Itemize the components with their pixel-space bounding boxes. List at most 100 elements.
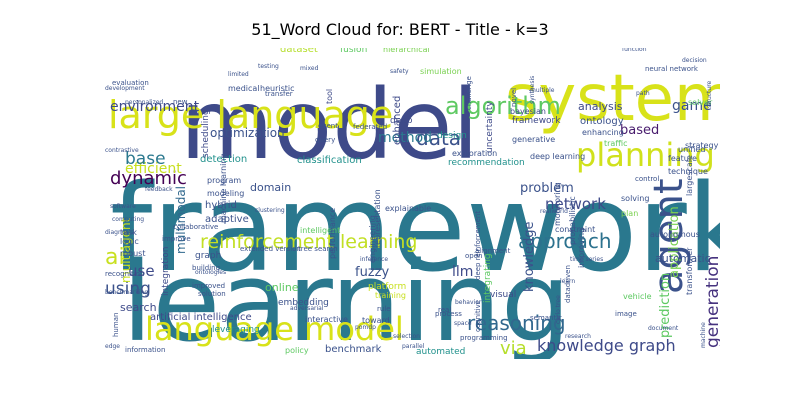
cloud-word: engineering <box>368 215 377 263</box>
cloud-word: language model <box>145 310 404 348</box>
cloud-word: improve <box>162 235 191 243</box>
cloud-word: integration <box>161 247 171 296</box>
cloud-word: representation <box>373 189 382 248</box>
cloud-word: dataset <box>280 48 318 55</box>
cloud-word: generation <box>703 256 720 348</box>
cloud-word: prediction <box>658 273 673 338</box>
cloud-word: cognitive <box>474 300 482 332</box>
cloud-word: task <box>120 228 137 237</box>
cloud-word: recognition <box>105 270 144 278</box>
cloud-word: multimodal <box>174 186 188 254</box>
cloud-word: largescale <box>685 155 694 196</box>
cloud-word: game <box>672 98 712 114</box>
cloud-word: document <box>648 325 679 332</box>
cloud-word: mixed <box>300 65 319 72</box>
cloud-word: image <box>615 310 637 318</box>
cloud-word: structure <box>706 80 713 108</box>
cloud-word: building <box>192 264 220 272</box>
cloud-word: feedback <box>145 186 173 193</box>
cloud-word: recommendation <box>448 158 525 168</box>
cloud-word: tree search <box>298 245 338 253</box>
cloud-word: edge <box>105 343 120 350</box>
cloud-word: llm <box>452 264 473 280</box>
cloud-word: semantic <box>530 314 562 322</box>
cloud-word: embedding <box>278 298 329 308</box>
cloud-word: adaptive <box>205 214 249 225</box>
cloud-word: deep learning <box>530 152 585 161</box>
cloud-word: classification <box>297 155 362 166</box>
cloud-word: heuristic <box>260 84 295 93</box>
cloud-word: rule <box>377 305 391 313</box>
cloud-word: toward <box>362 316 390 325</box>
cloud-word: problem <box>520 181 574 196</box>
cloud-word: strategy <box>685 141 719 150</box>
cloud-word: transfer <box>265 90 293 98</box>
cloud-word: information <box>125 346 165 354</box>
cloud-word: development <box>105 85 145 92</box>
cloud-word: technique <box>668 167 708 176</box>
cloud-word: datadriven <box>564 265 572 303</box>
cloud-word: detection <box>200 154 247 165</box>
cloud-word: improved <box>192 282 225 290</box>
cloud-word: planning <box>576 136 715 174</box>
cloud-word: constraint <box>555 225 595 234</box>
cloud-word: control <box>635 175 659 183</box>
cloud-word: improving <box>577 228 586 268</box>
cloud-word: research <box>565 333 591 340</box>
cloud-word: personalized <box>125 99 163 106</box>
cloud-word: event <box>318 122 338 130</box>
cloud-word: based <box>620 123 659 138</box>
cloud-word: artificial intelligence <box>150 312 252 323</box>
cloud-word: via <box>500 338 527 359</box>
cloud-word: challenge <box>465 76 473 110</box>
cloud-word: learn <box>560 278 575 285</box>
cloud-word: function <box>622 48 647 53</box>
cloud-word: diagnosis <box>105 229 133 236</box>
cloud-word: using <box>105 279 151 299</box>
cloud-word: dynamic <box>110 168 187 189</box>
cloud-word: clustering <box>255 207 285 214</box>
cloud-word: hierarchical <box>383 48 430 54</box>
cloud-word: deep <box>390 116 413 126</box>
cloud-word: algorithm <box>445 92 561 120</box>
cloud-word: knowledge <box>522 222 537 292</box>
cloud-word: learning <box>122 238 571 359</box>
cloud-word: exploration <box>452 149 497 158</box>
cloud-word: testing <box>258 63 279 70</box>
cloud-word: framework <box>110 160 720 299</box>
cloud-word: unified <box>678 145 705 154</box>
cloud-word: new <box>173 98 188 106</box>
cloud-word: benchmarking <box>105 289 148 296</box>
cloud-word: modeling <box>207 189 244 198</box>
cloud-word: scheduling <box>201 109 211 158</box>
cloud-word: limited <box>228 71 249 78</box>
cloud-word: alignment <box>475 247 511 255</box>
cloud-word: robust <box>120 249 145 258</box>
cloud-word: software <box>110 203 136 210</box>
cloud-word: feature <box>668 154 697 163</box>
cloud-word: monitoring <box>553 182 562 226</box>
cloud-word: decision <box>682 57 707 64</box>
cloud-word: solution <box>198 290 226 298</box>
cloud-word: reasoning <box>467 311 566 335</box>
chart-title: 51_Word Cloud for: BERT - Title - k=3 <box>251 20 549 39</box>
cloud-word: real <box>438 306 451 314</box>
cloud-word: base <box>125 149 166 169</box>
cloud-word: selection <box>393 333 420 340</box>
cloud-word: application <box>667 206 682 278</box>
cloud-word: optimization <box>210 126 285 140</box>
cloud-word: tool <box>325 89 334 104</box>
cloud-word: bayesian <box>510 107 546 116</box>
cloud-word: multiple <box>530 87 555 94</box>
cloud-word: medical <box>228 84 260 93</box>
cloud-word: time series <box>570 256 603 263</box>
cloud-word: collaborative <box>173 223 218 231</box>
cloud-word: neural network <box>645 65 699 73</box>
cloud-word: solver <box>688 98 713 107</box>
cloud-word: logic <box>120 237 139 246</box>
cloud-word: analysis <box>578 100 623 113</box>
cloud-word: traffic <box>604 139 627 148</box>
cloud-word: safety <box>390 68 409 75</box>
cloud-word: domain <box>250 181 291 194</box>
